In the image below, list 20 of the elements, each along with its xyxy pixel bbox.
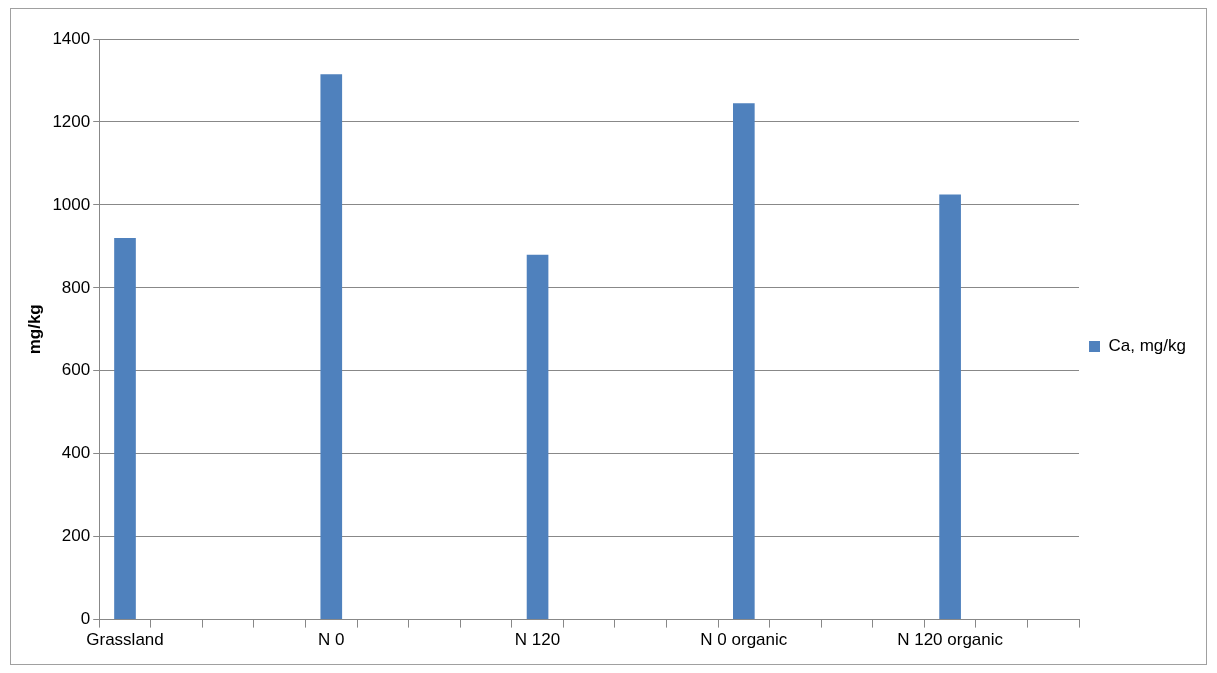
y-tick-label: 1200 [52, 111, 91, 131]
bar [320, 74, 343, 620]
y-tick-label: 600 [61, 360, 91, 380]
legend-label: Ca, mg/kg [1108, 336, 1187, 356]
x-tick-label: N 0 [318, 630, 345, 650]
x-tick-label: N 120 organic [897, 630, 1004, 650]
y-tick-label: 800 [61, 277, 91, 297]
y-tick-label: 1000 [52, 194, 91, 214]
y-tick-label: 400 [61, 443, 91, 463]
x-tick-label: Grassland [86, 630, 164, 650]
x-tick-label: N 0 organic [700, 630, 788, 650]
y-tick-label: 200 [61, 526, 91, 546]
x-tick-label: N 120 [514, 630, 561, 650]
y-tick-label: 0 [80, 609, 91, 629]
y-axis-title: mg/kg [24, 304, 44, 355]
bar [526, 254, 549, 620]
y-tick-label: 1400 [52, 28, 91, 48]
bar [733, 103, 755, 620]
bar [114, 238, 136, 620]
bar [939, 194, 961, 620]
